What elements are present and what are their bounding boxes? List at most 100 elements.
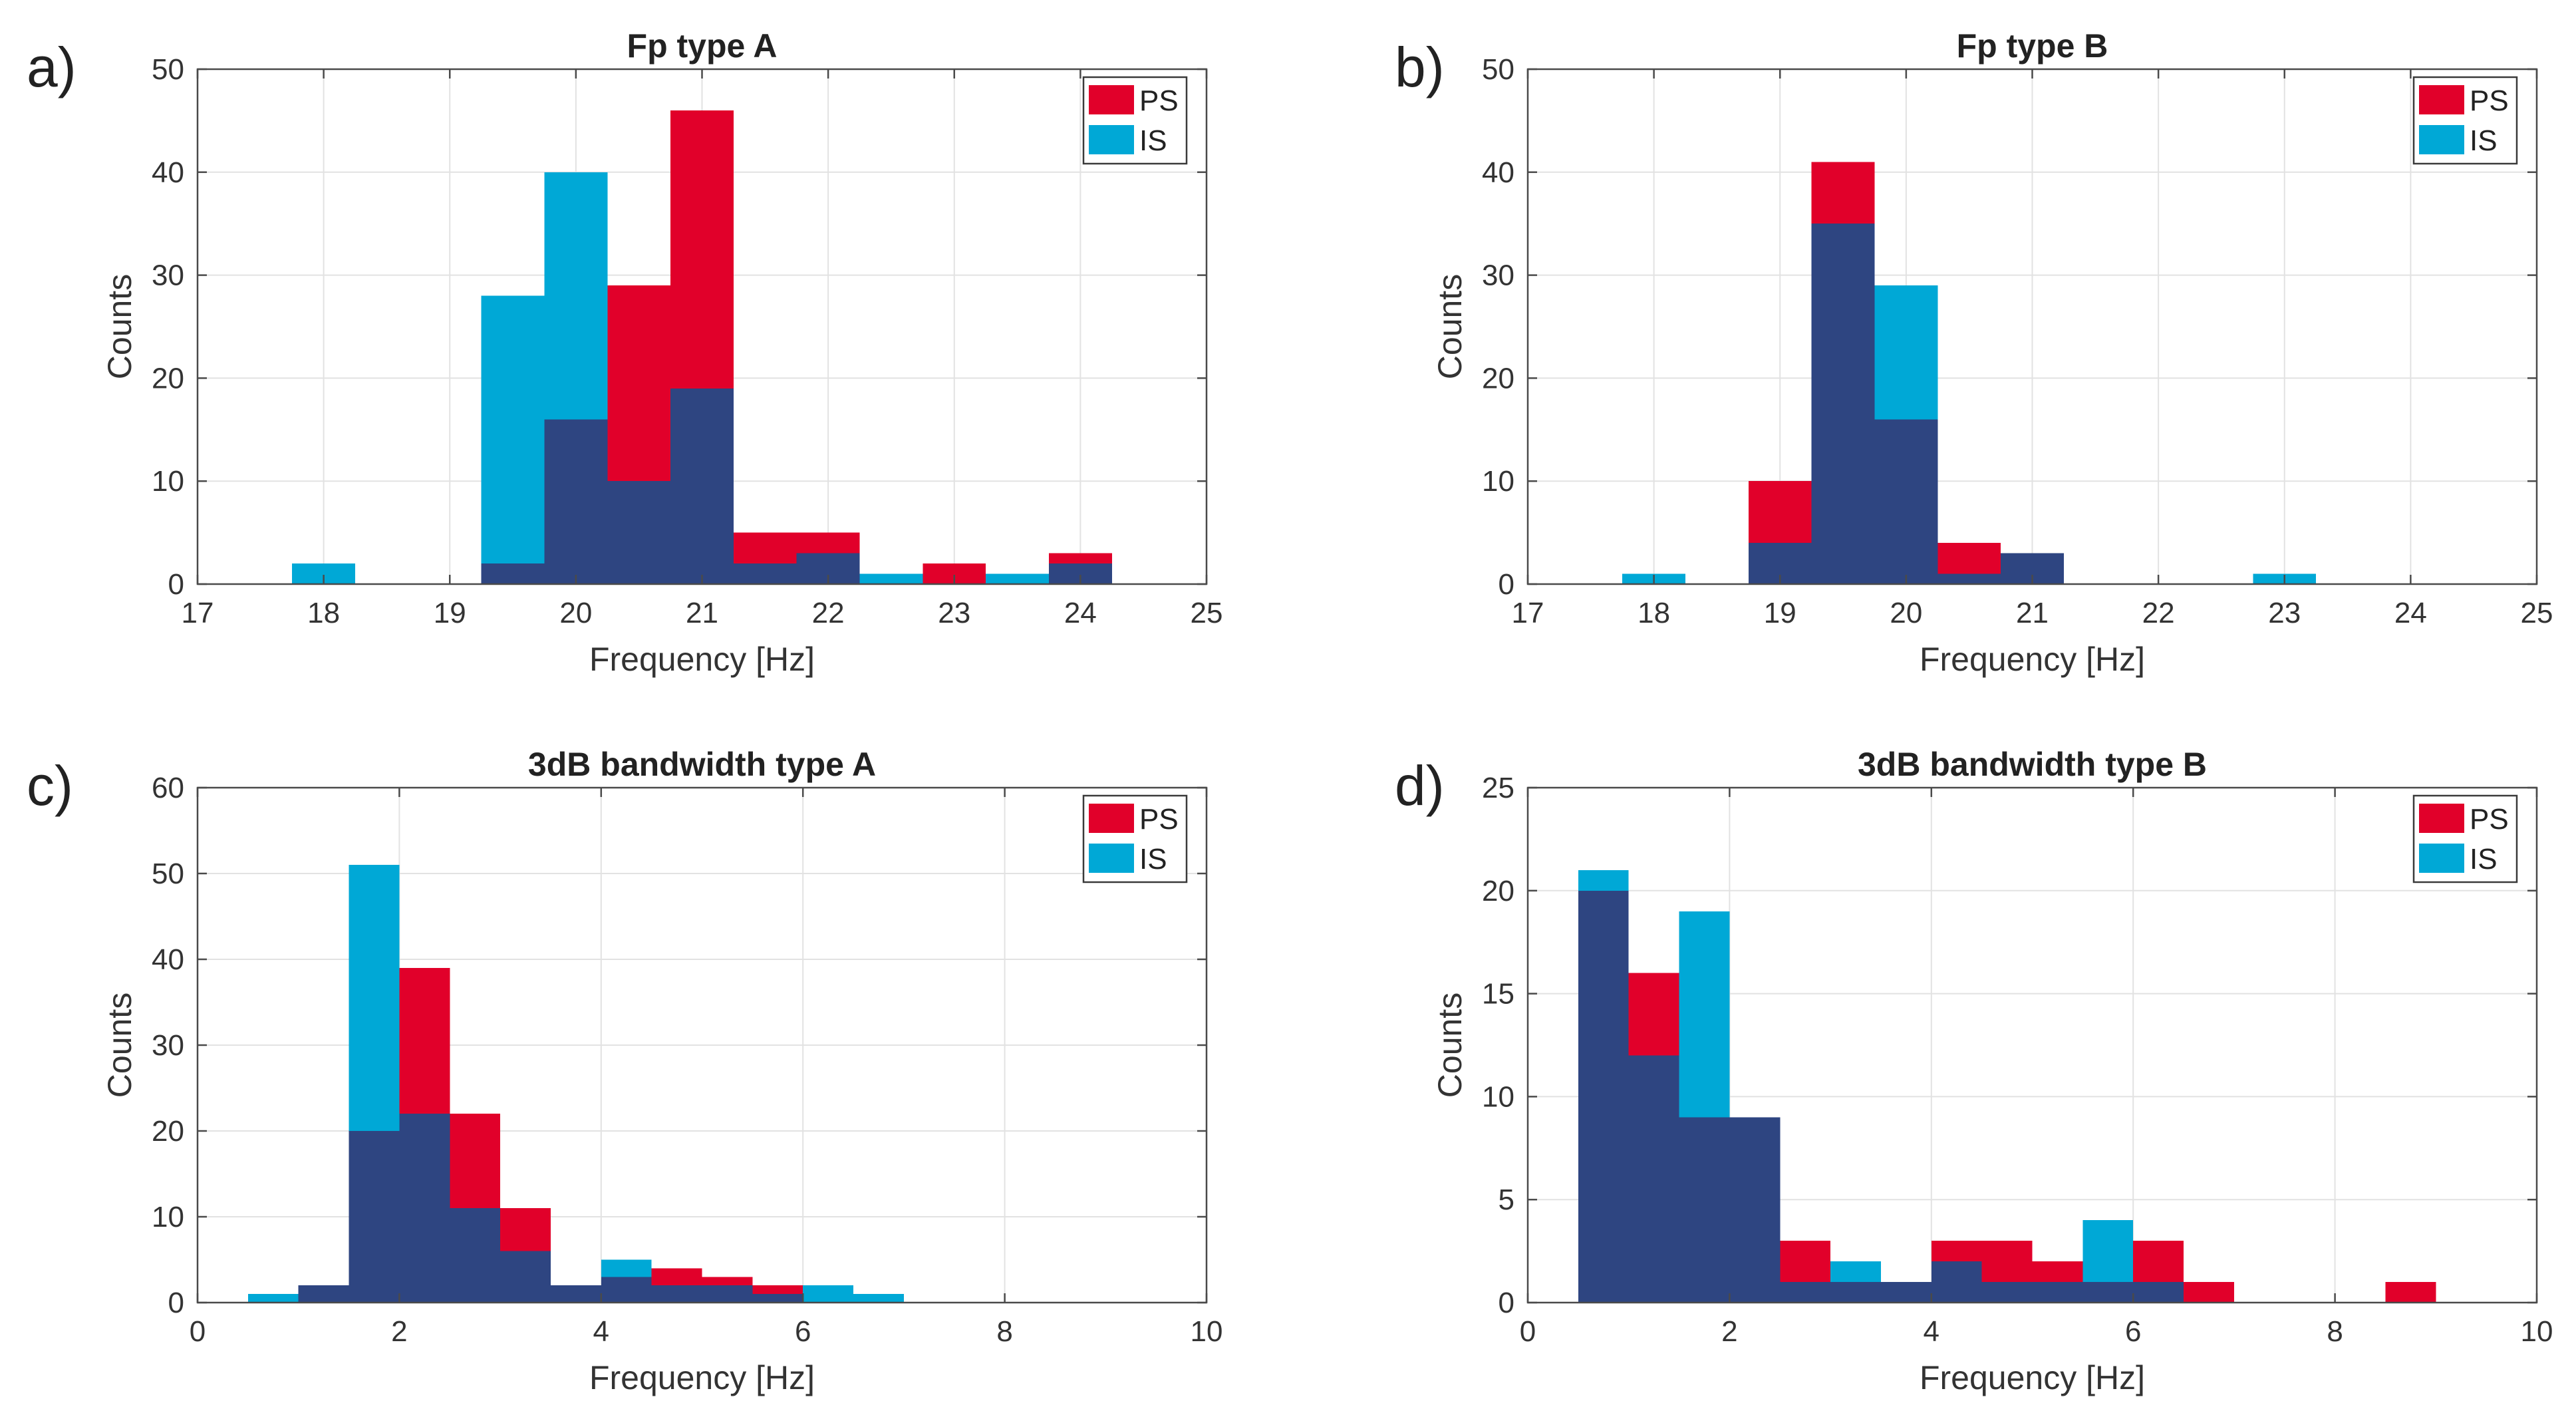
y-tick-label: 0 [168, 1287, 184, 1319]
legend-swatch-is [1089, 844, 1134, 873]
y-tick-label: 40 [1482, 156, 1514, 189]
legend: PS IS [1082, 76, 1188, 165]
y-axis-label: Counts [1431, 274, 1469, 379]
x-tick-label: 19 [1764, 597, 1796, 629]
y-tick-label: 20 [152, 1115, 184, 1148]
ps-bar [1811, 162, 1875, 224]
is-bar [1874, 285, 1938, 420]
ps-bar [2385, 1282, 2436, 1303]
overlap-bar [651, 1285, 702, 1303]
x-tick-label: 8 [2327, 1315, 2343, 1348]
ps-bar [450, 1114, 501, 1209]
y-axis-label: Counts [1431, 993, 1469, 1098]
chart-title: Fp type B [1957, 27, 2108, 65]
y-tick-label: 0 [168, 568, 184, 601]
x-tick-label: 23 [938, 597, 970, 629]
ps-bar [1931, 1241, 1982, 1262]
overlap-bar [500, 1251, 551, 1303]
legend-swatch-ps [1089, 85, 1134, 114]
ps-bar [2032, 1261, 2083, 1283]
ps-bar [651, 1268, 702, 1286]
x-tick-label: 10 [2521, 1315, 2553, 1348]
overlap-bar [1874, 419, 1938, 584]
is-bar [1679, 911, 1730, 1118]
bars [1622, 162, 2317, 584]
legend-swatch-is [1089, 125, 1134, 154]
y-tick-label: 40 [152, 943, 184, 976]
is-bar [859, 573, 923, 584]
is-bar [481, 295, 545, 564]
overlap-bar [2082, 1282, 2134, 1303]
overlap-bar [1729, 1117, 1781, 1303]
x-tick-label: 24 [1064, 597, 1097, 629]
legend-label-ps: PS [1139, 803, 1179, 836]
is-bar [544, 172, 608, 420]
x-tick-label: 10 [1191, 1315, 1223, 1348]
overlap-bar [1811, 224, 1875, 584]
bars [1578, 870, 2436, 1303]
y-tick-label: 5 [1499, 1184, 1514, 1216]
is-bar [853, 1294, 904, 1303]
legend-swatch-is [2419, 844, 2464, 873]
overlap-bar [601, 1277, 652, 1303]
y-tick-label: 20 [152, 362, 184, 395]
x-tick-label: 23 [2268, 597, 2301, 629]
y-tick-label: 10 [1482, 465, 1514, 498]
panel-letter: c) [27, 754, 73, 817]
x-tick-label: 8 [996, 1315, 1012, 1348]
x-tick-label: 4 [1924, 1315, 1939, 1348]
ps-bar [500, 1208, 551, 1251]
x-axis-label: Frequency [Hz] [1920, 641, 2145, 678]
bars [247, 865, 904, 1303]
ps-bar [670, 110, 734, 389]
x-tick-label: 2 [1721, 1315, 1737, 1348]
is-bar [349, 865, 400, 1131]
legend-swatch-is [2419, 125, 2464, 154]
y-tick-label: 0 [1499, 1287, 1514, 1319]
y-tick-label: 60 [152, 772, 184, 804]
x-tick-label: 18 [307, 597, 340, 629]
y-tick-label: 30 [1482, 259, 1514, 292]
y-tick-label: 50 [152, 858, 184, 890]
chart-panel-4: d) 3dB bandwidth type B 0 2 4 6 8 10 0 5 10 15 20 25 F… [1395, 746, 2553, 1396]
x-tick-label: 4 [593, 1315, 609, 1348]
x-tick-label: 19 [434, 597, 466, 629]
is-bar [247, 1294, 299, 1303]
ps-bar [1048, 553, 1112, 564]
legend-label-is: IS [2470, 843, 2498, 875]
overlap-bar [399, 1114, 450, 1303]
y-axis-label: Counts [101, 274, 138, 379]
x-axis-label: Frequency [Hz] [1920, 1359, 2145, 1396]
x-tick-label: 20 [1890, 597, 1922, 629]
x-tick-label: 0 [190, 1315, 206, 1348]
overlap-bar [450, 1208, 501, 1303]
y-tick-label: 10 [152, 1201, 184, 1233]
y-tick-label: 15 [1482, 978, 1514, 1011]
x-tick-label: 22 [2142, 597, 2175, 629]
legend: PS IS [2412, 76, 2518, 165]
legend: PS IS [1082, 794, 1188, 883]
overlap-bar [733, 563, 797, 584]
legend-swatch-ps [2419, 804, 2464, 833]
legend-label-ps: PS [2470, 84, 2509, 117]
is-bar [2082, 1220, 2134, 1283]
overlap-bar [1981, 1282, 2033, 1303]
overlap-bar [1679, 1117, 1730, 1303]
chart-panel-3: c) 3dB bandwidth type A 0 2 4 6 8 10 0 10 20 30 40 50… [27, 746, 1222, 1396]
y-tick-label: 50 [1482, 53, 1514, 86]
bars [292, 110, 1112, 584]
x-tick-label: 21 [686, 597, 718, 629]
x-tick-label: 17 [182, 597, 214, 629]
is-bar [986, 573, 1049, 584]
legend-swatch-ps [1089, 804, 1134, 833]
x-tick-label: 22 [812, 597, 845, 629]
x-tick-label: 25 [2521, 597, 2553, 629]
legend-label-is: IS [1139, 843, 1167, 875]
ps-bar [752, 1285, 803, 1295]
ps-bar [1937, 543, 2001, 574]
overlap-bar [1578, 890, 1629, 1303]
ps-bar [2184, 1282, 2234, 1303]
is-bar [803, 1285, 854, 1303]
x-tick-label: 25 [1191, 597, 1223, 629]
